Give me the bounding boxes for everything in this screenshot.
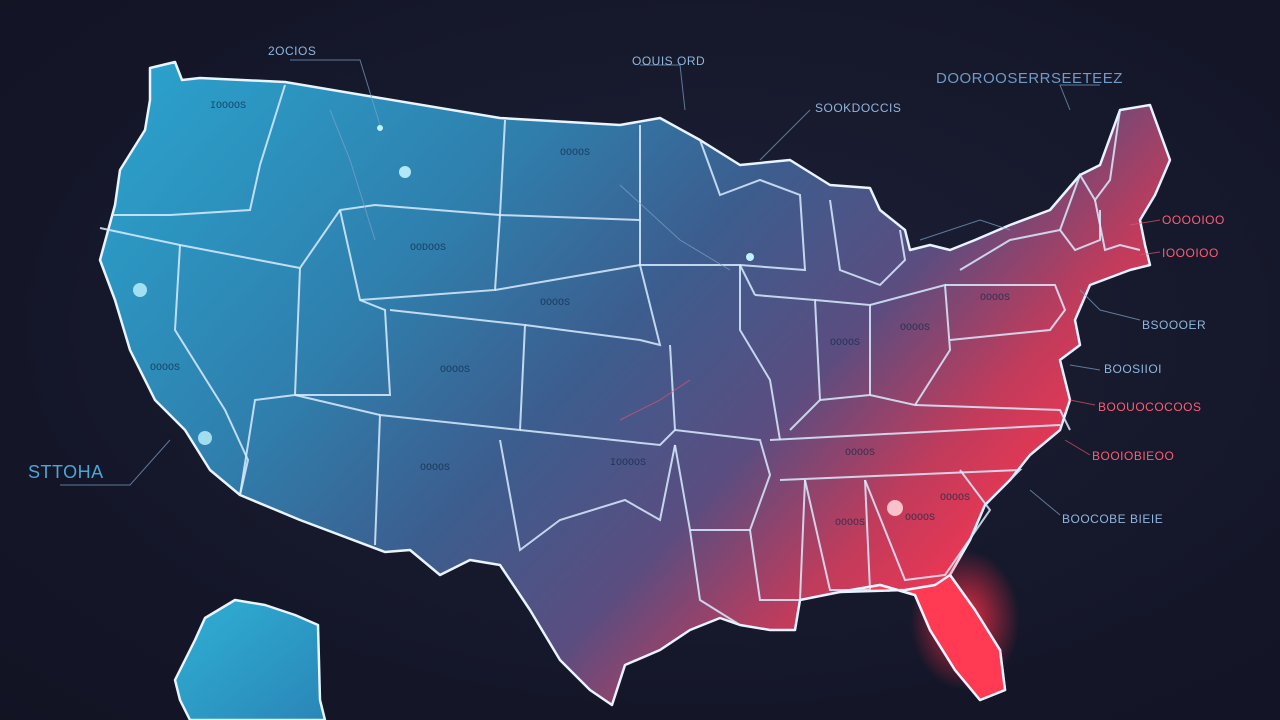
state-label: OOOOS bbox=[940, 493, 970, 504]
state-label: OODOOS bbox=[410, 243, 446, 254]
state-label: OOOOS bbox=[440, 365, 470, 376]
state-label: OOOOS bbox=[150, 363, 180, 374]
state-label: OOOOS bbox=[845, 448, 875, 459]
state-label: IOOOOS bbox=[210, 101, 246, 112]
marker-dot bbox=[133, 283, 147, 297]
marker-dot bbox=[746, 253, 754, 261]
callout-right-6: BOOIOBIEOO bbox=[1092, 449, 1175, 463]
callout-top-4: SOOKDOCCIS bbox=[815, 101, 902, 115]
callout-right-5: BOOUOCOCOOS bbox=[1098, 400, 1202, 414]
marker-dot bbox=[377, 125, 383, 131]
state-label: OOOOS bbox=[900, 323, 930, 334]
state-label: OOOOS bbox=[540, 298, 570, 309]
state-label: IOOOOS bbox=[610, 458, 646, 469]
leader-lines bbox=[60, 59, 1161, 516]
callout-right-3: BSOOOER bbox=[1142, 318, 1207, 332]
highlight-markers bbox=[133, 125, 903, 516]
marker-dot bbox=[399, 166, 411, 178]
callout-right-4: BOOSIIOI bbox=[1104, 362, 1163, 376]
callout-top-2: OOUIS ORD bbox=[632, 54, 706, 68]
state-borders bbox=[99, 84, 1141, 626]
alaska-shape bbox=[173, 598, 327, 720]
state-label: OOOOS bbox=[835, 518, 865, 529]
callout-right-1: OOOOIOO bbox=[1162, 213, 1225, 227]
state-label: OOOOS bbox=[830, 338, 860, 349]
callout-top-3: DOOROOSERRSEETEEZ bbox=[936, 70, 1123, 87]
state-label: OOOOS bbox=[560, 148, 590, 159]
state-label: OOOOS bbox=[980, 293, 1010, 304]
callout-left-big: STTOHA bbox=[28, 462, 104, 482]
callout-right-7: BOOCOBE BIEIE bbox=[1062, 512, 1164, 526]
state-label: OOOOS bbox=[905, 513, 935, 524]
state-label: OOOOS bbox=[420, 463, 450, 474]
state-label-group: IOOOOS OOOOS OODOOS OOOOS OOOOS OOOOS OOOOS IOO… bbox=[150, 101, 1010, 529]
marker-dot bbox=[887, 500, 903, 516]
contiguous-us-shape bbox=[98, 60, 1172, 707]
florida-shape bbox=[838, 573, 1007, 702]
callout-top-1: 2OCIOS bbox=[268, 44, 317, 58]
callout-right-2: IOOOIOO bbox=[1162, 246, 1219, 260]
marker-dot bbox=[198, 431, 212, 445]
